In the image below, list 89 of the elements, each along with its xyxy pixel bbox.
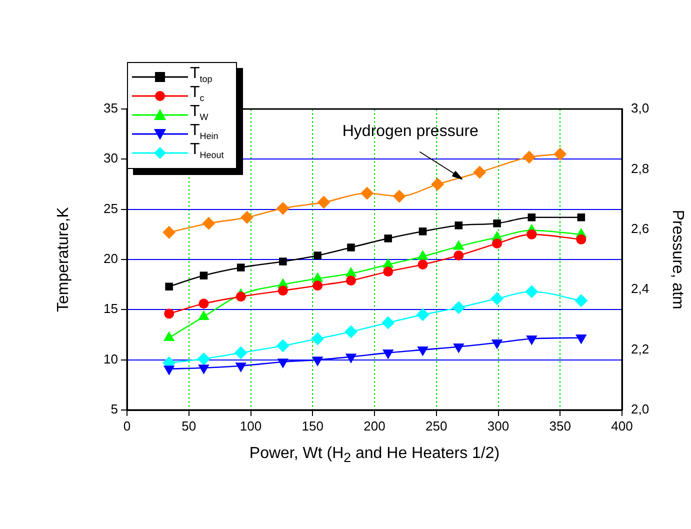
point — [453, 240, 464, 250]
point — [200, 272, 208, 280]
point — [416, 308, 430, 322]
x-tick-label: 250 — [426, 418, 448, 434]
y2-tick-label: 2,6 — [631, 220, 650, 236]
point — [236, 264, 245, 272]
point — [344, 325, 358, 338]
point — [417, 346, 428, 356]
y-tick-label: 10 — [104, 351, 118, 366]
point — [235, 362, 246, 372]
point — [418, 260, 428, 270]
point — [312, 356, 324, 366]
point — [431, 178, 444, 191]
point — [417, 250, 428, 260]
point — [554, 148, 567, 161]
point — [197, 352, 210, 366]
legend-label: T$_{W}$ — [190, 102, 208, 122]
x-axis-title: Power, Wt (H$_{2}$ and He Heaters 1/2) — [248, 445, 501, 466]
point — [162, 226, 176, 239]
point — [163, 366, 175, 376]
annotation: Hydrogen pressure — [342, 123, 479, 140]
point — [278, 286, 288, 296]
point — [418, 228, 427, 236]
point — [347, 244, 355, 252]
point — [574, 294, 588, 308]
point — [576, 334, 587, 344]
point — [346, 276, 356, 286]
point — [473, 166, 486, 179]
y-tick-label: 20 — [104, 251, 118, 266]
y2-axis-title: Pressure, atm — [668, 210, 686, 310]
point — [522, 150, 536, 164]
y2-tick-label: 2,0 — [631, 402, 650, 417]
point — [382, 316, 395, 330]
point — [317, 196, 330, 209]
x-tick-label: 350 — [549, 418, 571, 434]
x-tick-label: 200 — [364, 418, 386, 434]
point — [491, 340, 503, 350]
point — [577, 213, 586, 222]
y-tick-label: 25 — [104, 200, 118, 216]
x-tick-label: 150 — [302, 418, 324, 434]
point — [279, 258, 287, 266]
point — [314, 252, 322, 260]
point — [392, 190, 406, 203]
point — [165, 282, 173, 290]
x-tick-label: 400 — [611, 418, 633, 434]
y-tick-label: 15 — [104, 301, 118, 316]
y2-tick-label: 2,2 — [631, 341, 650, 356]
x-tick-label: 300 — [487, 418, 510, 434]
y2-tick-label: 2,8 — [631, 160, 650, 176]
point — [277, 358, 289, 368]
legend-label: T$_{top}$ — [190, 64, 212, 84]
point — [576, 234, 586, 244]
point — [490, 292, 504, 306]
point — [198, 298, 209, 309]
point — [526, 229, 537, 240]
point — [452, 301, 466, 314]
point — [164, 308, 174, 319]
point — [383, 266, 394, 277]
point — [240, 210, 254, 224]
point — [198, 364, 210, 374]
y-tick-label: 5 — [110, 402, 118, 417]
point — [384, 234, 392, 242]
legend-label: T$_{c}$ — [190, 84, 204, 104]
x-tick-label: 100 — [240, 418, 262, 434]
y-tick-label: 35 — [104, 100, 118, 116]
point — [236, 292, 246, 302]
point — [276, 202, 290, 215]
point — [311, 332, 324, 346]
y2-tick-label: 3,0 — [631, 100, 650, 116]
point — [493, 219, 501, 228]
x-tick-label: 50 — [182, 418, 196, 434]
point — [454, 222, 463, 230]
y-axis-title: Temperature,K — [55, 206, 72, 312]
point — [276, 339, 290, 352]
point — [454, 250, 464, 260]
y-tick-label: 30 — [104, 150, 118, 166]
x-tick-label: 0 — [123, 418, 131, 434]
point — [382, 350, 394, 360]
point — [525, 285, 538, 298]
point — [492, 238, 502, 248]
point — [234, 346, 248, 360]
point — [312, 280, 323, 291]
point — [453, 344, 464, 354]
point — [360, 186, 374, 200]
point — [528, 213, 536, 222]
point — [526, 336, 538, 346]
point — [345, 354, 357, 364]
y2-tick-label: 2,4 — [631, 281, 650, 296]
point — [202, 216, 216, 230]
